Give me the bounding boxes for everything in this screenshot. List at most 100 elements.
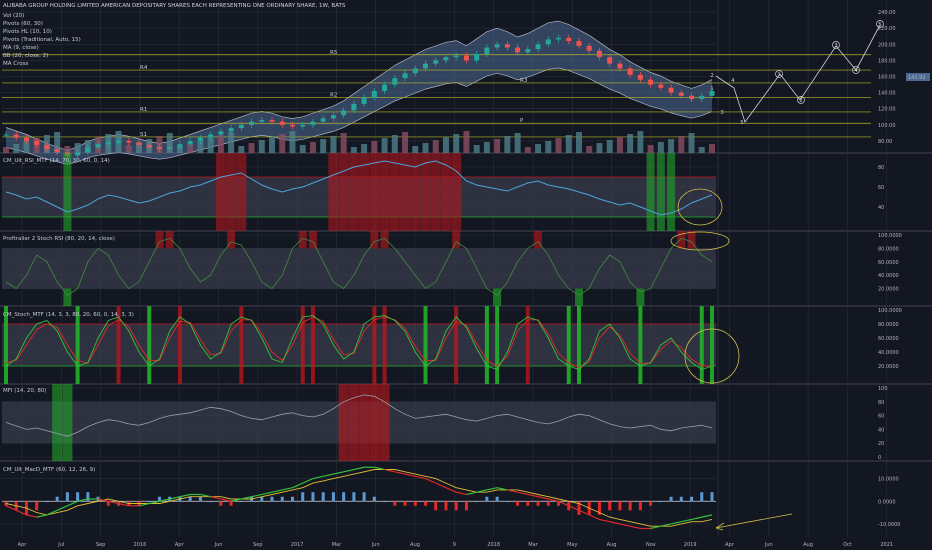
candle[interactable] xyxy=(136,142,142,145)
candle[interactable] xyxy=(627,68,633,75)
macd-line-segment xyxy=(507,489,518,493)
macd-title[interactable]: CM_Ult_MacD_MTF (60, 12, 26, 9) xyxy=(3,467,95,473)
candle[interactable] xyxy=(156,147,162,149)
indicator-pivots-hl[interactable]: Pivots HL (10, 10) xyxy=(3,29,52,35)
stoch-k-line[interactable] xyxy=(5,315,713,371)
candle[interactable] xyxy=(709,91,715,96)
candle[interactable] xyxy=(596,50,602,58)
candle[interactable] xyxy=(463,55,469,61)
candle[interactable] xyxy=(637,74,643,80)
candle[interactable] xyxy=(648,79,654,85)
candle[interactable] xyxy=(484,47,490,54)
candle[interactable] xyxy=(126,140,132,143)
candle[interactable] xyxy=(310,121,316,125)
candle[interactable] xyxy=(85,147,91,153)
candle[interactable] xyxy=(187,140,193,145)
candle[interactable] xyxy=(453,55,459,58)
candle[interactable] xyxy=(566,37,572,42)
candle[interactable] xyxy=(300,124,306,127)
candle[interactable] xyxy=(361,97,367,104)
rsi-line[interactable] xyxy=(5,160,713,216)
candle[interactable] xyxy=(95,144,101,148)
rsi-title[interactable]: CM_Ult_RSI_MTF (14, 70, 30, 60, 0, 14) xyxy=(3,158,110,164)
macd-histogram-bar xyxy=(444,501,448,511)
stoch-title[interactable]: CM_Stoch_MTF (14, 3, 3, 80, 20, 60, 0, 1… xyxy=(3,312,134,318)
candle[interactable] xyxy=(177,144,183,148)
candle[interactable] xyxy=(382,84,388,91)
candle[interactable] xyxy=(320,118,326,122)
candle[interactable] xyxy=(699,95,705,100)
macd-histogram-bar xyxy=(331,492,335,502)
indicator-pivots-traditional[interactable]: Pivots (Traditional, Auto, 15) xyxy=(3,37,81,43)
rsi-oversold-zone xyxy=(667,153,676,231)
candle[interactable] xyxy=(238,124,244,129)
macd-signal-line[interactable] xyxy=(5,469,713,527)
stochrsi-title[interactable]: Proftrailer 2 Stoch RSI (80, 20, 14, clo… xyxy=(3,236,115,242)
candle[interactable] xyxy=(146,144,152,148)
indicator-ma-cross[interactable]: MA Cross xyxy=(3,61,28,67)
candle[interactable] xyxy=(371,91,377,98)
candle[interactable] xyxy=(443,57,449,61)
candle[interactable] xyxy=(330,115,336,119)
candle[interactable] xyxy=(525,49,531,53)
candle[interactable] xyxy=(535,44,541,50)
candle[interactable] xyxy=(279,121,285,125)
candle[interactable] xyxy=(556,37,562,40)
candle[interactable] xyxy=(259,120,265,122)
macd-line-segment xyxy=(497,487,508,491)
volume-bar xyxy=(320,139,327,153)
candle[interactable] xyxy=(228,128,234,132)
candle[interactable] xyxy=(197,137,203,141)
candle[interactable] xyxy=(504,44,510,48)
macd-histogram-bar xyxy=(628,501,632,511)
time-axis[interactable]: Apr Jul Sep 2016 Apr Jun Sep 2017 Mar Jun Aug 9 2018… xyxy=(18,542,893,548)
mfi-line[interactable] xyxy=(5,394,713,437)
candle[interactable] xyxy=(54,149,60,153)
indicator-pivots[interactable]: Pivots (60, 30) xyxy=(3,21,43,27)
candle[interactable] xyxy=(576,41,582,46)
candle[interactable] xyxy=(402,73,408,79)
candle[interactable] xyxy=(494,44,500,48)
candle[interactable] xyxy=(208,134,214,138)
candle[interactable] xyxy=(116,140,122,143)
candle[interactable] xyxy=(607,57,613,64)
candle[interactable] xyxy=(34,140,40,145)
candle[interactable] xyxy=(678,92,684,96)
macd-line-segment xyxy=(670,521,682,525)
candle[interactable] xyxy=(423,63,429,69)
candle[interactable] xyxy=(289,124,295,127)
candle[interactable] xyxy=(658,84,664,88)
candle[interactable] xyxy=(515,47,521,53)
candle[interactable] xyxy=(23,137,29,141)
indicator-bb[interactable]: BB (20, close, 2) xyxy=(3,53,48,59)
candle[interactable] xyxy=(351,103,357,111)
rsi-oversold-zone xyxy=(656,153,665,231)
candle[interactable] xyxy=(218,131,224,135)
indicator-vol[interactable]: Vol (20) xyxy=(3,13,24,19)
candle[interactable] xyxy=(341,110,347,116)
candle[interactable] xyxy=(474,53,480,61)
candle[interactable] xyxy=(13,134,19,138)
candle[interactable] xyxy=(392,78,398,85)
projection-wave-circle xyxy=(797,96,805,104)
candle[interactable] xyxy=(545,39,551,45)
candle[interactable] xyxy=(105,142,111,145)
candle[interactable] xyxy=(269,120,275,122)
stochrsi-line[interactable] xyxy=(5,237,713,296)
candle[interactable] xyxy=(412,68,418,74)
candle[interactable] xyxy=(249,121,255,125)
rsi-overbought-zone xyxy=(451,153,462,231)
candle[interactable] xyxy=(433,60,439,64)
indicator-ma[interactable]: MA (9, close) xyxy=(3,45,39,51)
candle[interactable] xyxy=(586,45,592,51)
candle[interactable] xyxy=(75,152,81,156)
mfi-title[interactable]: MFI (14, 20, 80) xyxy=(3,388,47,394)
candle[interactable] xyxy=(3,134,9,136)
candle[interactable] xyxy=(167,147,173,149)
candle[interactable] xyxy=(44,144,50,149)
candle[interactable] xyxy=(617,63,623,69)
candle[interactable] xyxy=(689,95,695,100)
stoch-oversold-bar xyxy=(75,306,80,384)
candle[interactable] xyxy=(668,87,674,93)
